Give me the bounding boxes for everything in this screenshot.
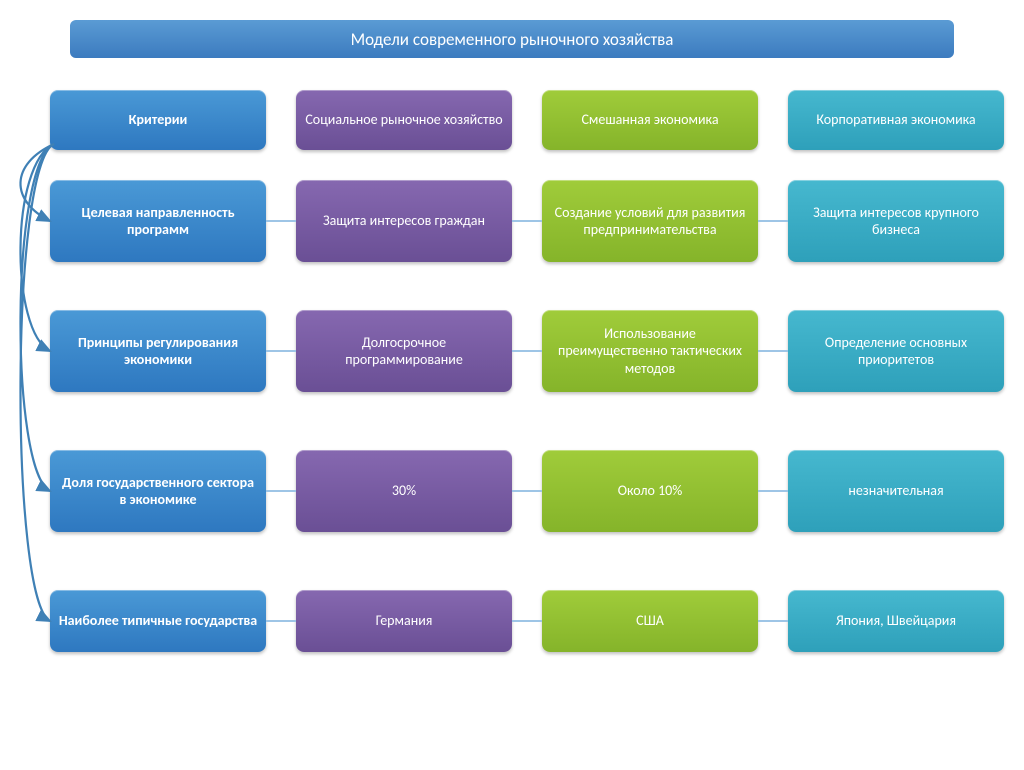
column-header: Смешанная экономика: [542, 90, 758, 150]
column-header: Критерии: [50, 90, 266, 150]
table-cell: Определение основных приоритетов: [788, 310, 1004, 392]
table-cell: 30%: [296, 450, 512, 532]
connector-line: [266, 620, 296, 622]
table-cell: Наиболее типичные государства: [50, 590, 266, 652]
criteria-arrow: [20, 144, 54, 621]
connector-line: [266, 350, 296, 352]
table-cell: Целевая направленность программ: [50, 180, 266, 262]
table-cell: Доля государственного сектора в экономик…: [50, 450, 266, 532]
criteria-arrow: [20, 144, 54, 351]
column-header: Корпоративная экономика: [788, 90, 1004, 150]
criteria-arrow: [20, 144, 54, 491]
table-cell: незначительная: [788, 450, 1004, 532]
connector-line: [758, 220, 788, 222]
table-cell: Защита интересов крупного бизнеса: [788, 180, 1004, 262]
table-cell: Защита интересов граждан: [296, 180, 512, 262]
connector-line: [266, 220, 296, 222]
criteria-arrow: [20, 144, 54, 221]
diagram-title: Модели современного рыночного хозяйства: [70, 20, 954, 58]
table-cell: Япония, Швейцария: [788, 590, 1004, 652]
table-cell: Около 10%: [542, 450, 758, 532]
connector-line: [266, 490, 296, 492]
table-cell: Создание условий для развития предприним…: [542, 180, 758, 262]
connector-line: [512, 620, 542, 622]
connector-line: [512, 490, 542, 492]
connector-line: [758, 350, 788, 352]
connector-line: [758, 490, 788, 492]
table-cell: США: [542, 590, 758, 652]
table-cell: Принципы регулирования экономики: [50, 310, 266, 392]
table-cell: Долгосрочное программирование: [296, 310, 512, 392]
connector-line: [512, 350, 542, 352]
connector-line: [758, 620, 788, 622]
column-header: Социальное рыночное хозяйство: [296, 90, 512, 150]
table-cell: Германия: [296, 590, 512, 652]
connector-line: [512, 220, 542, 222]
table-cell: Использование преимущественно тактически…: [542, 310, 758, 392]
